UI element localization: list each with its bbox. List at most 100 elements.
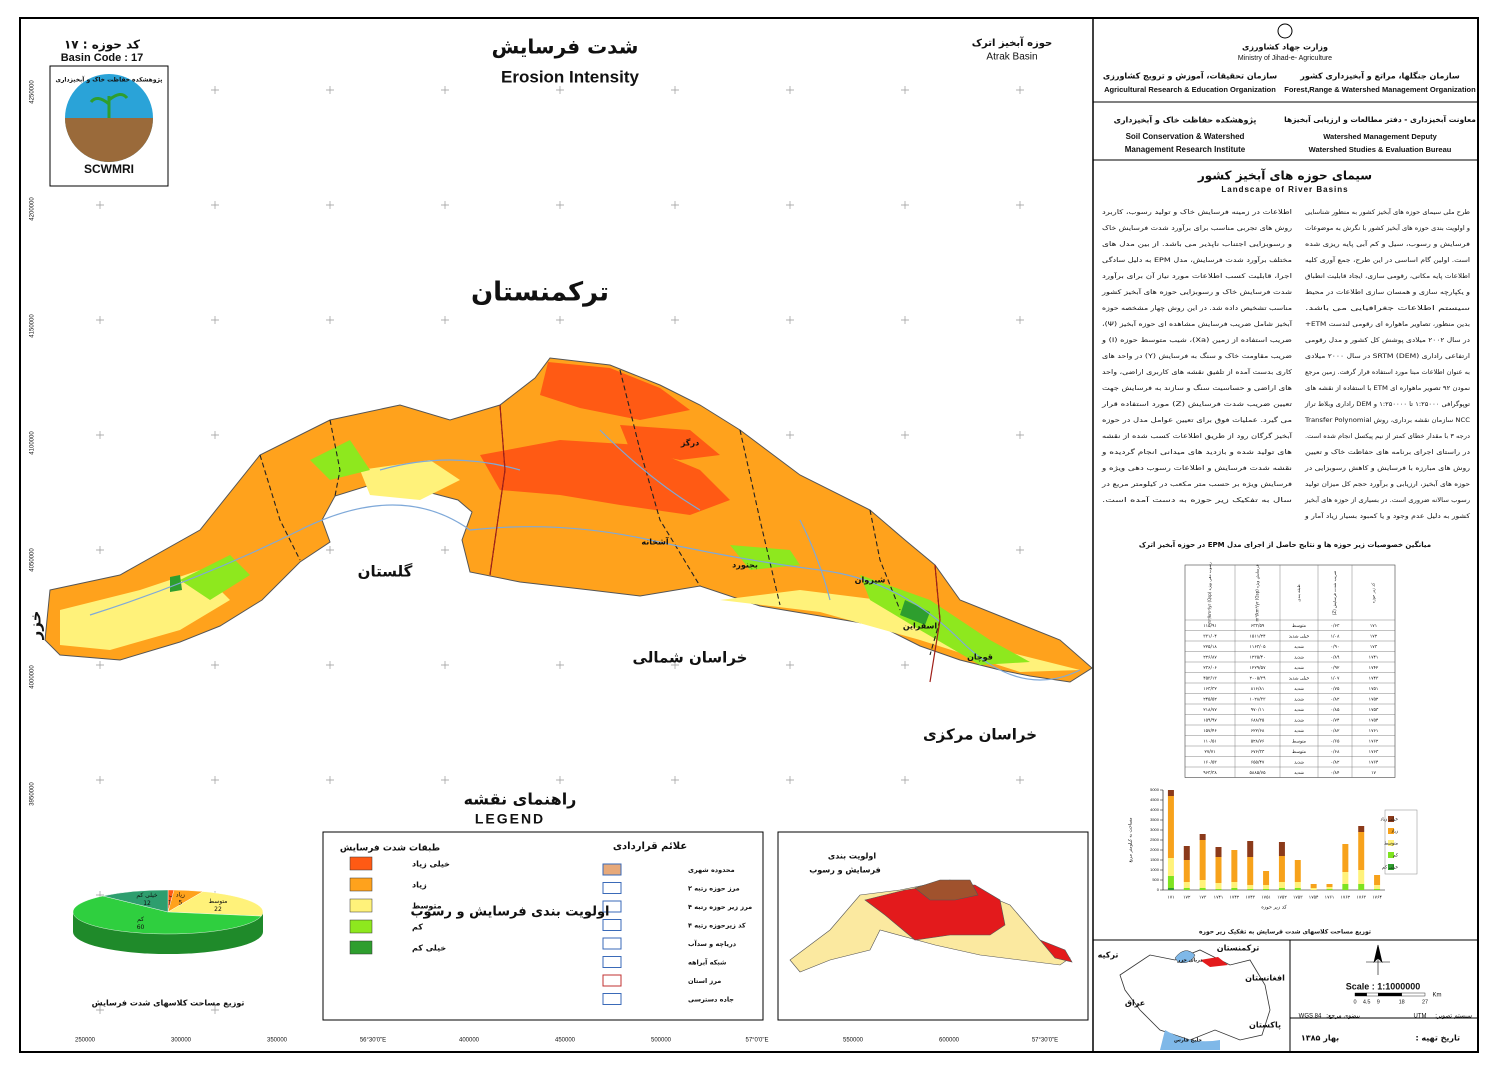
erosion-zone (180, 555, 250, 600)
meta-label: سیستم تصویر: (1435, 1013, 1472, 1020)
pie-value: 5 (179, 900, 183, 907)
grid-cross (96, 661, 104, 669)
legend-frame (322, 831, 764, 1021)
table-cell: ۱۷۵۴ (1369, 718, 1379, 723)
table-cell: متوسط (1292, 739, 1307, 744)
x-tick-label: ۱۷۵۳ (1293, 895, 1303, 901)
table-cell: ۵۸۸۵/۷۵ (1249, 770, 1266, 776)
panel-text: کشور به دلیل عدم وجود و یا کمبود بسیار ز… (1304, 511, 1470, 520)
y-tick-label: 5000 (1150, 787, 1160, 792)
legend-class-label: متوسط (412, 902, 442, 911)
panel-text: اطلاعات در زمینه فرسایش خاک و تولید رسوب… (1102, 209, 1292, 216)
grid-cross (211, 776, 219, 784)
table-cell: ۰/۸۹ (1331, 654, 1340, 660)
bar-segment (1183, 846, 1190, 860)
grid-cross (901, 431, 909, 439)
table-cell: ۰/۶۳ (1331, 623, 1340, 629)
bar-segment (1278, 882, 1285, 888)
y-tick-label: 3000 (1150, 827, 1160, 832)
panel-text: شدت فرسایش خاک و رسوبزایی حوزه های آبخیز… (1101, 287, 1292, 296)
x-tick-label: ۱۷۴۱ (1214, 896, 1224, 901)
legend-symbol (602, 956, 622, 968)
table-cell: شدید (1294, 645, 1304, 650)
panel-text: آبخیز گرگان رود از طریق اطلاعات کسب شده … (1102, 431, 1292, 440)
legend-label: خیلی زیاد (1380, 818, 1398, 823)
grid-cross (441, 316, 449, 324)
table-cell: ۱۷۲ (1370, 634, 1378, 639)
table-cell: ۲۲۶/۸۷ (1203, 654, 1217, 660)
province-border (489, 404, 941, 683)
legend-class-label: خیلی زیاد (412, 860, 450, 869)
meta-value: بهار ۱۳۸۵ (1301, 1034, 1339, 1043)
table-cell: ۹۷۰/۱۱ (1251, 707, 1265, 713)
bar-segment (1294, 860, 1301, 882)
locator-label: ترکمنستان (1217, 944, 1260, 953)
pie-slice (167, 891, 264, 917)
table-cell: ۰/۹۲ (1331, 665, 1340, 671)
org-name: سازمان تحقیقات، آموزش و ترویج کشاورزی (1103, 71, 1277, 82)
panel-text: NCC سازمان نقشه برداری، روش Transfer Pol… (1304, 417, 1471, 424)
logo-land (65, 118, 153, 162)
locator-label: ترکیه (1098, 951, 1119, 960)
bar-segment (1326, 889, 1333, 890)
legend-symbol-label: دریاچه و سدآب (688, 939, 737, 948)
y-tick-label: 4500 (1150, 797, 1160, 802)
bar-segment (1326, 884, 1333, 887)
table-cell: خیلی شدید (1289, 634, 1310, 639)
panel-text: نقشه شدت فرسایش و اطلاعات رسوب دهی ویژه … (1101, 465, 1293, 472)
org-name: پژوهشکده حفاظت خاک و آبخیزداری (1114, 115, 1257, 125)
table-cell: ۱۷ (1371, 771, 1376, 776)
legend-swatch (349, 940, 373, 955)
legend-symbol (602, 919, 622, 931)
locator-label: پاکستان (1249, 1021, 1281, 1030)
panel-text: مختلف برآورد شدت فرسایش، مدل EPM به دلیل… (1102, 255, 1292, 264)
pie-value: 22 (214, 906, 222, 913)
panel-text: در سال ۲۰۰۲ میلادی پوشش کل کشور و مدل رق… (1305, 337, 1470, 344)
bar-segment (1342, 844, 1349, 872)
table-cell: ۰/۷۵ (1331, 686, 1340, 692)
legend-symbol-label: شبکه آبراهه (688, 958, 726, 967)
bar-segment (1247, 885, 1254, 889)
table-cell: ۱۶۳/۳۲ (1203, 686, 1217, 692)
table-cell: ۶۵۵/۴۷ (1251, 759, 1265, 765)
table-cell: ۱۷۶۱ (1369, 729, 1379, 734)
panel-text: طرح ملی سیمای حوزه های آبخیز کشور به منظ… (1305, 207, 1470, 216)
bar-segment (1183, 888, 1190, 890)
basin-code: کد حوزه : ۱۷ (64, 38, 140, 53)
grid-cross (901, 86, 909, 94)
table-header: طبقه بندی (1296, 584, 1301, 601)
erosion-zone (900, 600, 930, 625)
x-tick-label: ۱۷۳ (1199, 895, 1207, 901)
table-cell: ۱۶۰/۵۳ (1203, 759, 1217, 765)
grid-cross (1016, 86, 1024, 94)
grid-cross (211, 661, 219, 669)
grid-x-label: 250000 (75, 1038, 96, 1044)
bar-segment (1231, 882, 1238, 888)
org-name: Watershed Studies & Evaluation Bureau (1309, 145, 1452, 154)
sub-basin-boundary (329, 419, 341, 497)
bar-segment (1167, 888, 1174, 890)
panel-title: سیمای حوزه های آبخیز کشور (1197, 168, 1372, 184)
panel-text: سیستم اطلاعات جغرافیایی می باشد. (1305, 305, 1470, 312)
scale-tick-label: 9 (1377, 999, 1380, 1005)
panel-text: و رسوبزایی اجتناب ناپذیر می باشد. از بین… (1102, 241, 1292, 248)
grid-y-label: 4100000 (30, 431, 36, 455)
grid-y-label: 4000000 (30, 665, 36, 689)
table-cell: ۱۷۵۲ (1369, 697, 1379, 702)
province-label: گلستان (358, 563, 413, 581)
scale-tick-label: 4.5 (1363, 999, 1371, 1005)
table-cell: ۴۵۳/۱۳ (1203, 675, 1217, 681)
table-cell: شدید (1294, 687, 1304, 692)
table-cell: ۶۸۸/۳۵ (1251, 717, 1265, 723)
legend-symbol-label: جاده دسترسی (688, 996, 734, 1004)
logo-plant (89, 93, 129, 118)
grid-y-label: 3950000 (30, 782, 36, 806)
panel-text: در راستای اجرای برنامه های حفاظت خاک و ت… (1305, 449, 1470, 456)
table-header: فرسایش ویژه (Gsp) m³/km²/yr (1255, 564, 1260, 621)
bar-segment (1342, 872, 1349, 884)
grid-x-label: 300000 (171, 1038, 192, 1044)
locator-gulf (1160, 1030, 1220, 1050)
legend-swatch (1388, 816, 1394, 822)
grid-cross (211, 431, 219, 439)
legend-symbol (602, 882, 622, 894)
